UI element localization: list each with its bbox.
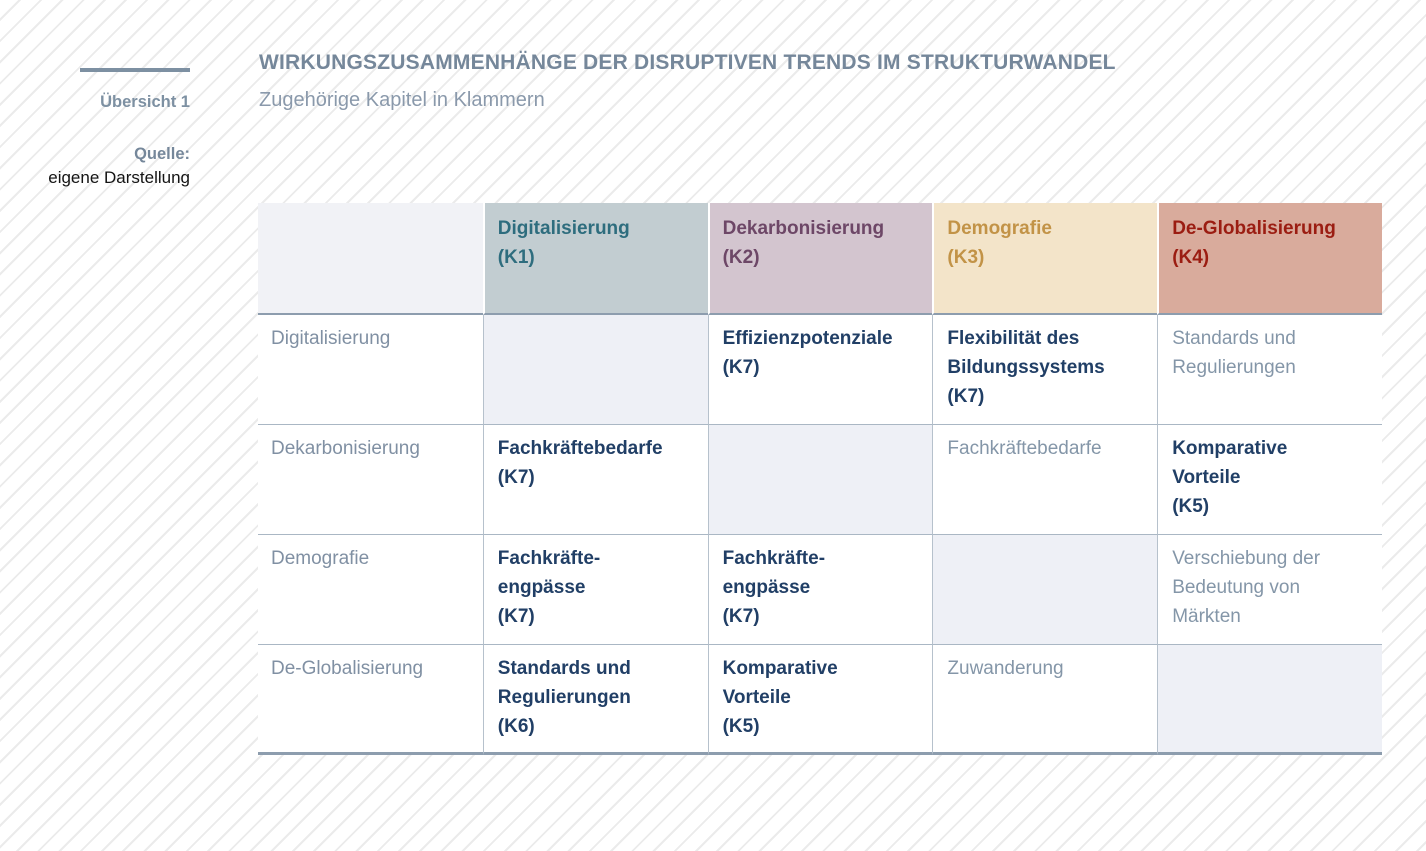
figure-subtitle: Zugehörige Kapitel in Klammern [259, 89, 545, 111]
overview-marker-line [80, 68, 190, 72]
cell-dekarbonisierung-deglobalisierung: Komparative Vorteile (K5) [1157, 425, 1382, 535]
cell-demografie-digitalisierung: Fachkräfte- engpässe (K7) [482, 535, 708, 645]
cell-deglobalisierung-deglobalisierung [1157, 645, 1382, 755]
cell-deglobalisierung-digitalisierung: Standards und Regulierungen (K6) [482, 645, 708, 755]
cell-digitalisierung-demografie: Flexibilität des Bildungssystems (K7) [932, 315, 1158, 425]
source-label: Quelle: [134, 145, 190, 163]
cell-dekarbonisierung-dekarbonisierung [707, 425, 933, 535]
cell-dekarbonisierung-digitalisierung: Fachkräftebedarfe (K7) [482, 425, 708, 535]
figure-title: WIRKUNGSZUSAMMENHÄNGE DER DISRUPTIVEN TR… [259, 51, 1116, 74]
cell-demografie-demografie [932, 535, 1158, 645]
cell-digitalisierung-digitalisierung [482, 315, 708, 425]
cell-digitalisierung-deglobalisierung: Standards und Regulierungen [1157, 315, 1382, 425]
cell-deglobalisierung-dekarbonisierung: Komparative Vorteile (K5) [707, 645, 933, 755]
impact-matrix-table: Digitalisierung (K1) Dekarbonisierung (K… [258, 203, 1382, 755]
cell-dekarbonisierung-demografie: Fachkräftebedarfe [932, 425, 1158, 535]
overview-label: Übersicht 1 [100, 93, 190, 111]
column-header-deglobalisierung: De-Globalisierung (K4) [1157, 203, 1382, 315]
cell-demografie-dekarbonisierung: Fachkräfte- engpässe (K7) [707, 535, 933, 645]
column-header-digitalisierung: Digitalisierung (K1) [482, 203, 708, 315]
column-header-dekarbonisierung: Dekarbonisierung (K2) [707, 203, 933, 315]
source-value: eigene Darstellung [48, 168, 190, 187]
matrix-corner-cell [258, 203, 483, 315]
row-header-digitalisierung: Digitalisierung [258, 315, 483, 425]
row-header-demografie: Demografie [258, 535, 483, 645]
cell-demografie-deglobalisierung: Verschiebung der Bedeutung von Märkten [1157, 535, 1382, 645]
column-header-demografie: Demografie (K3) [932, 203, 1158, 315]
cell-deglobalisierung-demografie: Zuwanderung [932, 645, 1158, 755]
row-header-deglobalisierung: De-Globalisierung [258, 645, 483, 755]
row-header-dekarbonisierung: Dekarbonisierung [258, 425, 483, 535]
cell-digitalisierung-dekarbonisierung: Effizienzpotenziale (K7) [707, 315, 933, 425]
